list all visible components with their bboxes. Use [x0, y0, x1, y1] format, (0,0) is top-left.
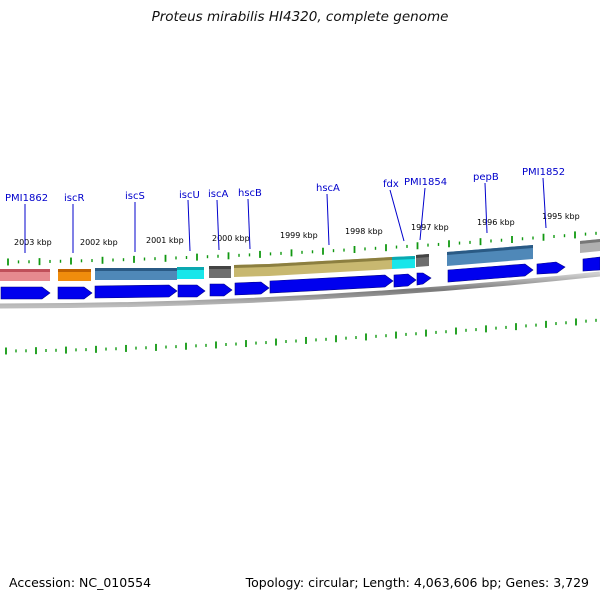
scale-label: 1998 kbp [345, 227, 383, 236]
gene-label-fdx[interactable]: fdx [383, 179, 399, 190]
feature-box-edge [95, 268, 177, 271]
gene-label-pmi1854[interactable]: PMI1854 [404, 177, 447, 188]
map-title: Proteus mirabilis HI4320, complete genom… [151, 9, 449, 25]
genome-summary: Topology: circular; Length: 4,063,606 bp… [245, 575, 589, 590]
feature-box-edge [209, 266, 231, 269]
gene-label-iscr[interactable]: iscR [64, 193, 84, 204]
feature-box-edge [392, 256, 415, 260]
gene-label-pmi1852[interactable]: PMI1852 [522, 167, 565, 178]
scale-label: 2002 kbp [80, 238, 118, 247]
scale-label: 2003 kbp [14, 238, 52, 247]
feature-box-edge [447, 245, 533, 255]
cds-arrow[interactable] [447, 263, 534, 283]
cds-arrow[interactable] [177, 284, 206, 298]
cds-arrow[interactable] [234, 281, 270, 296]
scale-label: 1996 kbp [477, 218, 515, 227]
gene-label-hsca[interactable]: hscA [316, 183, 340, 194]
accession-label: Accession: NC_010554 [9, 575, 152, 590]
cds-arrow[interactable] [536, 261, 566, 275]
feature-box-edge [58, 269, 91, 272]
feature-box-edge [416, 254, 429, 258]
scale-label: 1995 kbp [542, 212, 580, 221]
cds-arrow[interactable] [416, 272, 432, 286]
gene-label-iscu[interactable]: iscU [179, 190, 200, 201]
cds-arrow[interactable] [269, 274, 394, 294]
gene-label-hscb[interactable]: hscB [238, 188, 262, 199]
inner-scale-ticks [5, 318, 597, 355]
cds-arrow[interactable] [94, 284, 178, 299]
gene-label-pmi1862[interactable]: PMI1862 [5, 193, 48, 204]
gene-label-isca[interactable]: iscA [208, 189, 228, 200]
gene-label-pepb[interactable]: pepB [473, 172, 499, 183]
cds-arrow[interactable] [0, 286, 51, 300]
gene-label-iscs[interactable]: iscS [125, 191, 145, 202]
scale-label: 1997 kbp [411, 223, 449, 232]
cds-arrow[interactable] [393, 273, 417, 288]
scale-label: 1999 kbp [280, 231, 318, 240]
cds-arrow[interactable] [57, 286, 93, 300]
scale-label: 2001 kbp [146, 236, 184, 245]
feature-box-edge [269, 257, 392, 267]
feature-box-edge [234, 264, 269, 268]
scale-label: 2000 kbp [212, 234, 250, 243]
cds-arrow[interactable] [209, 283, 233, 297]
cds-arrow[interactable] [582, 256, 600, 272]
genome-backbone [0, 271, 600, 309]
outer-scale-ticks [7, 231, 597, 266]
feature-box-edge [0, 269, 50, 272]
feature-box-edge [177, 267, 204, 270]
feature-box-edge [580, 239, 600, 244]
